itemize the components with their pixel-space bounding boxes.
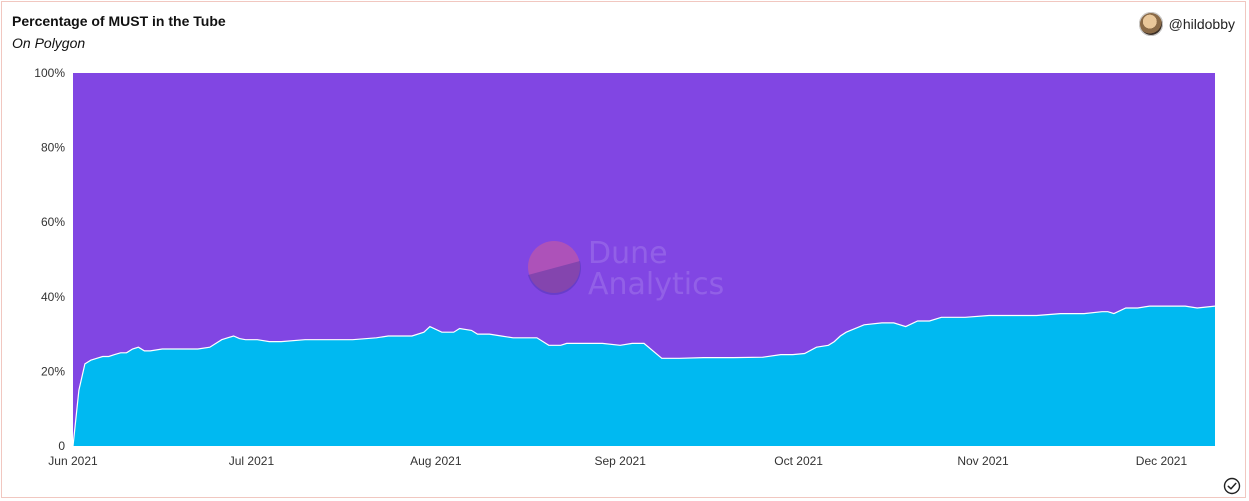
y-tick-label: 60% (41, 215, 65, 229)
x-axis: Jun 2021 Jul 2021 Aug 2021 Sep 2021 Oct 2021… (48, 454, 1187, 468)
plot-area (72, 73, 1216, 447)
y-tick-label: 80% (41, 141, 65, 155)
x-tick-label: Jul 2021 (229, 454, 275, 468)
dune-analytics-watermark: Dune Analytics (528, 236, 724, 302)
x-tick-label: Sep 2021 (595, 454, 647, 468)
watermark-line-1: Dune (588, 236, 668, 271)
area-series-must (73, 306, 1215, 446)
author-link[interactable]: @hildobby (1138, 12, 1235, 36)
y-tick-label: 20% (41, 364, 65, 378)
chart-title: Percentage of MUST in the Tube (12, 13, 226, 29)
chart-subtitle: On Polygon (12, 35, 86, 51)
x-tick-label: Jun 2021 (48, 454, 98, 468)
y-axis: 0 20% 40% 60% 80% 100% (34, 66, 65, 453)
series-boundary-line (72, 305, 1216, 447)
x-tick-label: Dec 2021 (1136, 454, 1188, 468)
watermark-line-2: Analytics (588, 267, 724, 302)
x-tick-label: Aug 2021 (410, 454, 462, 468)
y-tick-label: 100% (34, 66, 65, 80)
author-name: @hildobby (1168, 16, 1235, 32)
check-circle-icon[interactable] (1223, 477, 1241, 495)
x-tick-label: Oct 2021 (774, 454, 823, 468)
x-tick-label: Nov 2021 (957, 454, 1009, 468)
y-tick-label: 40% (41, 290, 65, 304)
y-tick-label: 0 (58, 439, 65, 453)
dune-logo-icon (528, 241, 581, 295)
avatar (1138, 12, 1163, 36)
